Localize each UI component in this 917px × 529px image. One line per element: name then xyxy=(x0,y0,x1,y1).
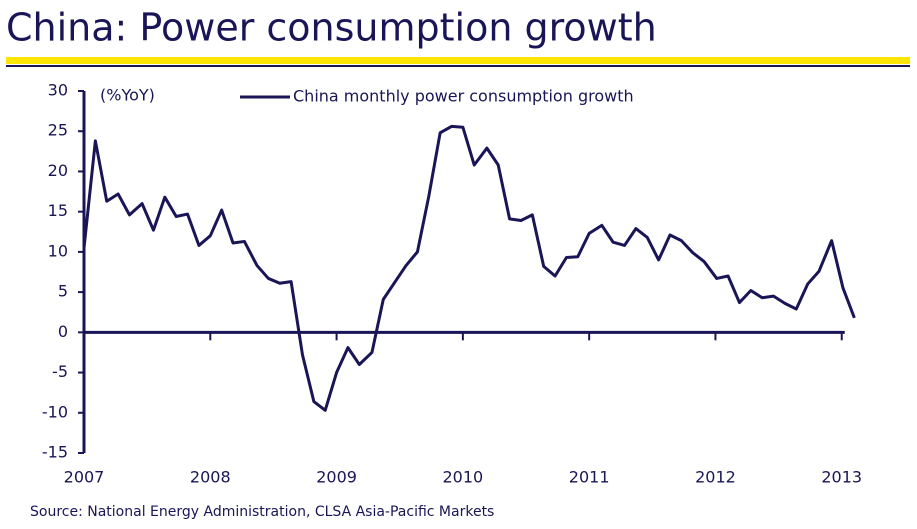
legend-label: China monthly power consumption growth xyxy=(293,87,634,106)
y-tick-label: 0 xyxy=(58,322,68,341)
x-tick-label: 2009 xyxy=(316,468,357,487)
title-rule xyxy=(6,57,910,64)
x-tick-label: 2007 xyxy=(64,468,105,487)
y-tick-label: -5 xyxy=(52,362,68,381)
y-tick-label: -10 xyxy=(42,402,68,421)
y-tick-label: 30 xyxy=(48,81,68,100)
series-line xyxy=(82,124,856,412)
x-tick-label: 2011 xyxy=(569,468,610,487)
x-tick-label: 2008 xyxy=(190,468,231,487)
y-tick-label: -15 xyxy=(42,443,68,462)
y-tick-label: 20 xyxy=(48,161,68,180)
x-tick-label: 2013 xyxy=(821,468,862,487)
y-tick-label: 10 xyxy=(48,241,68,260)
x-tick-label: 2010 xyxy=(443,468,484,487)
chart-title: China: Power consumption growth xyxy=(6,6,657,50)
y-tick-label: 5 xyxy=(58,282,68,301)
x-tick-label: 2012 xyxy=(695,468,736,487)
source: Source: National Energy Administration, … xyxy=(30,504,494,520)
y-tick-label: 15 xyxy=(48,201,68,220)
y-tick-label: 25 xyxy=(48,121,68,140)
title-rule-line xyxy=(6,65,910,67)
y-axis-label: (%YoY) xyxy=(100,86,155,105)
